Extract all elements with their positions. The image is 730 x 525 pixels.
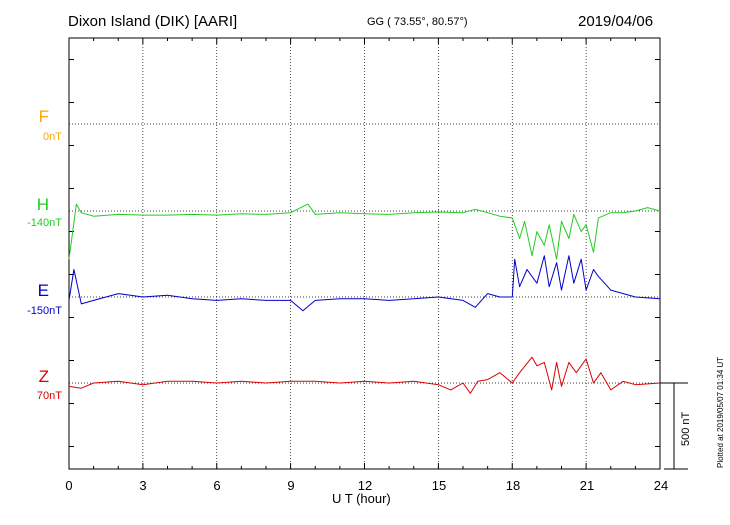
x-tick-21: 21 — [579, 478, 595, 493]
baseline-e: -150nT — [27, 305, 62, 317]
x-tick-0: 0 — [65, 478, 73, 493]
x-tick-3: 3 — [139, 478, 147, 493]
scale-bar-label: 500 nT — [680, 411, 692, 446]
x-tick-12: 12 — [357, 478, 373, 493]
component-label-h: H — [36, 195, 49, 214]
station-coords: GG ( 73.55°, 80.57°) — [367, 16, 468, 28]
component-label-f: F — [38, 107, 49, 126]
series-line-z — [68, 356, 661, 394]
component-label-z: Z — [38, 367, 49, 386]
station-title: Dixon Island (DIK) [AARI] — [68, 13, 238, 30]
series-line-h — [68, 203, 661, 260]
component-label-e: E — [37, 281, 49, 300]
x-tick-9: 9 — [287, 478, 295, 493]
baseline-z: 70nT — [36, 390, 62, 402]
x-axis-label: U T (hour) — [332, 491, 391, 506]
x-tick-24: 24 — [653, 478, 669, 493]
chart-date: 2019/04/06 — [578, 13, 654, 30]
baseline-h: -140nT — [27, 217, 62, 229]
x-tick-18: 18 — [505, 478, 521, 493]
x-tick-15: 15 — [431, 478, 447, 493]
baseline-f: 0nT — [43, 131, 62, 143]
series-line-e — [68, 255, 661, 312]
x-tick-6: 6 — [213, 478, 221, 493]
plotted-at-footer: Plotted at 2019/05/07 01:34 UT — [716, 356, 725, 468]
